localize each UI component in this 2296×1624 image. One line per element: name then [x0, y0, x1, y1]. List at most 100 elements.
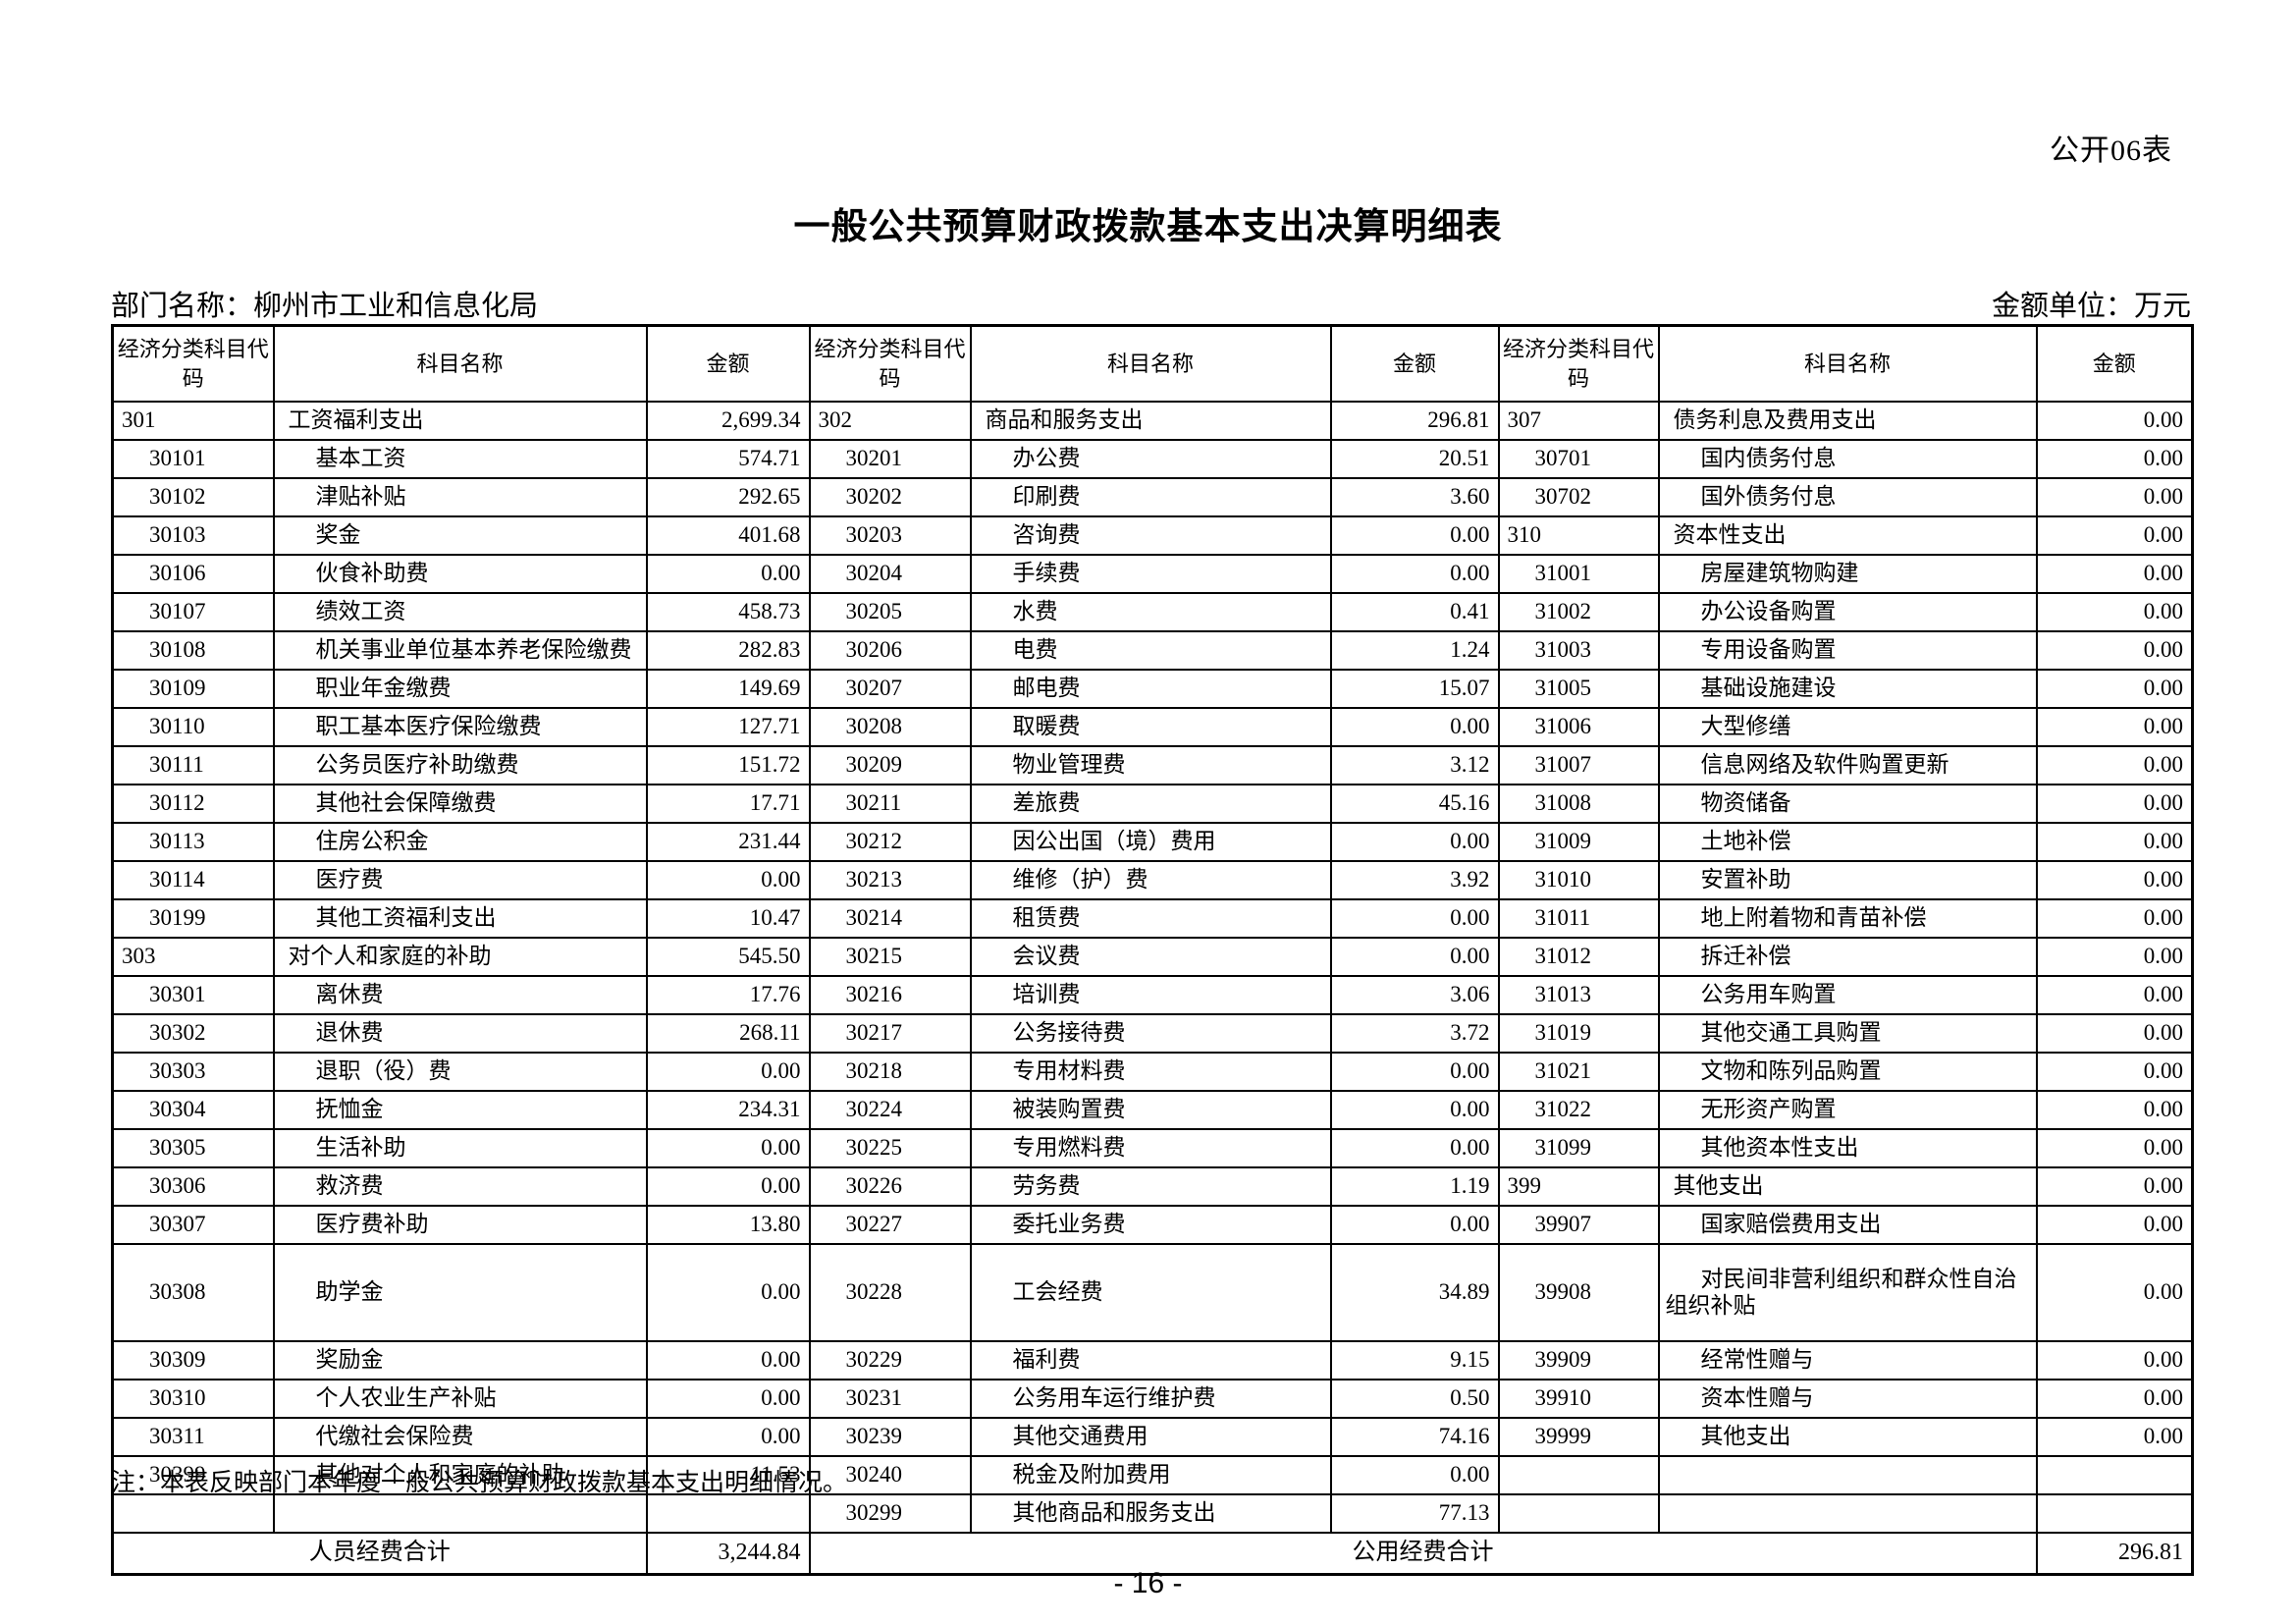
subject-code-cell: 30308	[111, 1243, 275, 1342]
amount-cell: 0.00	[2035, 745, 2194, 785]
amount-cell: 0.00	[2035, 1243, 2194, 1342]
amount-cell: 0.00	[2035, 630, 2194, 671]
amount-cell: 74.16	[1329, 1417, 1500, 1457]
subject-name-cell: 培训费	[969, 975, 1332, 1015]
subject-name-cell: 奖励金	[272, 1340, 648, 1380]
table-row: 30304 抚恤金 234.31 30224 被装购置费 0.00 31022 无形资产购置 0…	[111, 1090, 2194, 1130]
subject-code-cell: 31011	[1497, 898, 1660, 939]
amount-cell: 296.81	[1329, 401, 1500, 441]
subject-name-cell: 维修（护）费	[969, 860, 1332, 900]
amount-cell: 151.72	[645, 745, 811, 785]
subject-code-cell: 30201	[808, 439, 972, 479]
amount-cell: 282.83	[645, 630, 811, 671]
amount-cell: 45.16	[1329, 784, 1500, 824]
amount-cell: 77.13	[1329, 1493, 1500, 1534]
amount-cell: 11.53	[645, 1455, 811, 1495]
subject-name-cell: 生活补助	[272, 1128, 648, 1168]
form-number-label: 公开06表	[2050, 135, 2172, 167]
subject-name-cell: 专用设备购置	[1657, 630, 2038, 671]
subject-code-cell: 30311	[111, 1417, 275, 1457]
subject-code-cell: 31019	[1497, 1013, 1660, 1054]
table-row: 30310 个人农业生产补贴 0.00 30231 公务用车运行维护费 0.50 39910…	[111, 1379, 2194, 1419]
table-row: 30101 基本工资 574.71 30201 办公费 20.51 30701 国内债务付息 0…	[111, 439, 2194, 479]
amount-cell: 0.00	[2035, 439, 2194, 479]
subject-name-cell: 国内债务付息	[1657, 439, 2038, 479]
subject-code-cell: 30240	[808, 1455, 972, 1495]
amount-cell: 0.00	[2035, 1340, 2194, 1380]
subject-code-cell: 30110	[111, 707, 275, 747]
amount-cell	[645, 1493, 811, 1534]
meta-row: 部门名称：柳州市工业和信息化局 金额单位：万元	[111, 283, 2191, 324]
subject-code-cell: 39907	[1497, 1205, 1660, 1245]
amount-cell: 0.00	[1329, 898, 1500, 939]
subject-code-cell: 39909	[1497, 1340, 1660, 1380]
subject-code-cell	[1497, 1455, 1660, 1495]
amount-cell: 0.00	[1329, 1455, 1500, 1495]
subject-name-cell: 办公费	[969, 439, 1332, 479]
amount-cell: 0.00	[2035, 784, 2194, 824]
header-code-col1: 经济分类科目代码	[111, 324, 275, 403]
amount-cell: 3.92	[1329, 860, 1500, 900]
amount-cell: 0.00	[2035, 1090, 2194, 1130]
amount-cell: 0.00	[2035, 707, 2194, 747]
subject-code-cell: 30301	[111, 975, 275, 1015]
subject-code-cell: 30205	[808, 592, 972, 632]
subject-code-cell: 31005	[1497, 669, 1660, 709]
subject-code-cell: 30202	[808, 477, 972, 517]
totals-row: 人员经费合计 3,244.84 公用经费合计 296.81	[111, 1532, 2194, 1576]
amount-cell: 0.41	[1329, 592, 1500, 632]
amount-cell: 0.00	[2035, 669, 2194, 709]
amount-cell: 574.71	[645, 439, 811, 479]
amount-cell: 0.00	[1329, 515, 1500, 556]
subject-name-cell: 基本工资	[272, 439, 648, 479]
header-name-col1: 科目名称	[272, 324, 648, 403]
amount-cell: 0.00	[2035, 554, 2194, 594]
table-row: 301 工资福利支出 2,699.34 302 商品和服务支出 296.81 307 债务利息…	[111, 401, 2194, 441]
subject-name-cell: 其他支出	[1657, 1417, 2038, 1457]
amount-cell: 0.50	[1329, 1379, 1500, 1419]
subject-code-cell: 30299	[808, 1493, 972, 1534]
subject-name-cell: 专用材料费	[969, 1052, 1332, 1092]
amount-cell: 10.47	[645, 898, 811, 939]
subject-name-cell: 无形资产购置	[1657, 1090, 2038, 1130]
subject-code-cell: 30208	[808, 707, 972, 747]
subject-name-cell: 工资福利支出	[272, 401, 648, 441]
subject-code-cell: 30217	[808, 1013, 972, 1054]
amount-cell: 0.00	[645, 1166, 811, 1207]
subject-code-cell: 30225	[808, 1128, 972, 1168]
amount-cell: 34.89	[1329, 1243, 1500, 1342]
subject-code-cell: 30306	[111, 1166, 275, 1207]
subject-name-cell: 离休费	[272, 975, 648, 1015]
subject-name-cell: 印刷费	[969, 477, 1332, 517]
subject-code-cell: 30114	[111, 860, 275, 900]
subject-code-cell: 30224	[808, 1090, 972, 1130]
amount-cell: 1.24	[1329, 630, 1500, 671]
table-note: 注：本表反映部门本年度一般公共预算财政拨款基本支出明细情况。	[111, 1470, 848, 1496]
table-row: 30110 职工基本医疗保险缴费 127.71 30208 取暖费 0.00 31006 大型…	[111, 707, 2194, 747]
amount-cell: 3.12	[1329, 745, 1500, 785]
amount-cell: 17.71	[645, 784, 811, 824]
amount-cell: 0.00	[1329, 1090, 1500, 1130]
amount-cell: 0.00	[1329, 822, 1500, 862]
amount-cell: 0.00	[2035, 975, 2194, 1015]
subject-code-cell: 39908	[1497, 1243, 1660, 1342]
table-row: 30106 伙食补助费 0.00 30204 手续费 0.00 31001 房屋建筑物购建 0.…	[111, 554, 2194, 594]
subject-code-cell: 30302	[111, 1013, 275, 1054]
header-code-col3: 经济分类科目代码	[1497, 324, 1660, 403]
subject-code-cell: 307	[1497, 401, 1660, 441]
subject-code-cell: 399	[1497, 1166, 1660, 1207]
subject-name-cell: 其他对个人和家庭的补助	[272, 1455, 648, 1495]
subject-code-cell: 30206	[808, 630, 972, 671]
table-row: 30309 奖励金 0.00 30229 福利费 9.15 39909 经常性赠与 0.00	[111, 1340, 2194, 1380]
subject-name-cell: 委托业务费	[969, 1205, 1332, 1245]
subject-code-cell: 31002	[1497, 592, 1660, 632]
subject-code-cell: 30106	[111, 554, 275, 594]
table-row: 30308 助学金 0.00 30228 工会经费 34.89 39908 对民间非营利组织和…	[111, 1243, 2194, 1342]
subject-name-cell: 机关事业单位基本养老保险缴费	[272, 630, 648, 671]
subject-name-cell: 基础设施建设	[1657, 669, 2038, 709]
personnel-total-label: 人员经费合计	[111, 1532, 648, 1576]
subject-name-cell: 会议费	[969, 937, 1332, 977]
subject-name-cell: 公务用车购置	[1657, 975, 2038, 1015]
department-name: 部门名称：柳州市工业和信息化局	[111, 291, 539, 322]
subject-name-cell: 商品和服务支出	[969, 401, 1332, 441]
